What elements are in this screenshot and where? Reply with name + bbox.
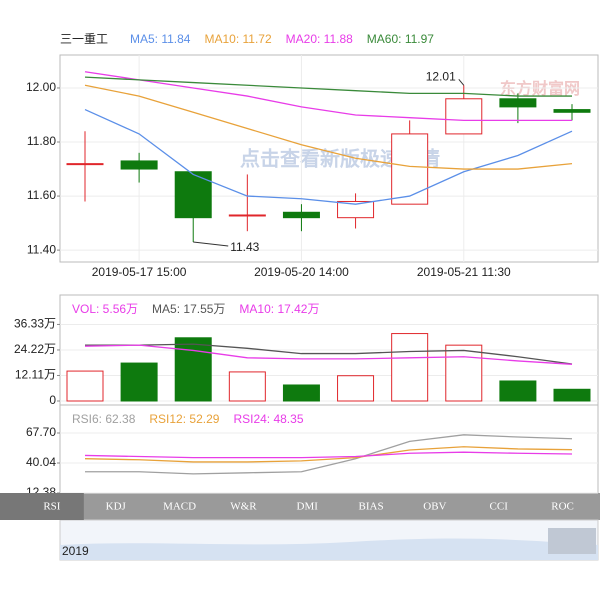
x-tick-label: 2019-05-17 15:00	[92, 265, 187, 279]
volume-bar	[228, 371, 266, 402]
high-label: 12.01	[426, 69, 456, 83]
rsi-line	[84, 446, 573, 463]
ma-line	[84, 76, 572, 97]
volume-bar	[174, 337, 212, 402]
candle-body	[120, 160, 158, 170]
tab[interactable]: W&R	[230, 501, 257, 513]
rsi-line	[84, 451, 573, 459]
candle-body	[282, 211, 320, 219]
volume-bar	[553, 388, 591, 402]
stock-name: 三一重工	[60, 32, 108, 46]
legend-entry: RSI12: 52.29	[149, 412, 219, 426]
ma-line	[85, 343, 573, 365]
low-label: 11.43	[230, 240, 259, 254]
candle-body	[553, 109, 591, 113]
tab[interactable]: KDJ	[106, 501, 127, 513]
tab[interactable]: OBV	[423, 501, 446, 513]
volume-bar	[445, 344, 483, 402]
ma-line	[84, 71, 572, 122]
y-tick-label: 67.70	[26, 425, 56, 439]
navigator-label: 2019	[62, 544, 89, 558]
navigator-area	[60, 538, 598, 560]
legend-entry: MA10: 11.72	[204, 32, 271, 46]
candle-body	[445, 98, 483, 135]
tab[interactable]: DMI	[297, 501, 319, 513]
legend-entry: MA60: 11.97	[367, 32, 434, 46]
y-tick-label: 11.80	[27, 134, 56, 148]
tab-bar	[0, 493, 600, 520]
candle-body	[337, 200, 375, 219]
y-tick-label: 12.00	[26, 80, 56, 94]
rsi-line	[85, 434, 573, 475]
x-tick-label: 2019-05-21 11:30	[417, 265, 511, 279]
legend-entry: RSI24: 48.35	[233, 412, 303, 426]
ma-line	[84, 108, 573, 205]
candle-body	[499, 98, 537, 108]
y-tick-label: 0	[49, 393, 56, 407]
y-tick-label: 11.60	[27, 188, 56, 202]
y-tick-label: 11.40	[27, 242, 56, 256]
tab[interactable]: ROC	[551, 501, 574, 513]
volume-bar	[66, 370, 104, 402]
candle-body	[228, 214, 266, 217]
volume-bar	[337, 375, 375, 402]
tab[interactable]: CCI	[490, 501, 509, 513]
ma-line	[84, 84, 573, 170]
candle-body	[66, 163, 104, 166]
ma-line	[84, 344, 573, 365]
legend-entry: MA5: 11.84	[130, 32, 191, 46]
x-tick-label: 2019-05-20 14:00	[254, 265, 349, 279]
tab[interactable]: MACD	[163, 501, 196, 513]
tab[interactable]: RSI	[43, 501, 60, 513]
volume-bar	[499, 380, 537, 402]
tab-active	[0, 493, 84, 520]
legend-entry: MA10: 17.42万	[239, 302, 319, 316]
y-tick-label: 24.22万	[14, 342, 56, 356]
tab[interactable]: BIAS	[359, 501, 384, 513]
low-pointer	[193, 241, 229, 247]
y-tick-label: 40.04	[26, 455, 56, 469]
legend-entry: RSI6: 62.38	[72, 412, 136, 426]
y-tick-label: 12.11万	[15, 368, 56, 382]
navigator-handle[interactable]	[548, 528, 596, 554]
candle-body	[391, 133, 429, 205]
candle-body	[174, 171, 212, 219]
high-pointer	[458, 78, 465, 86]
legend-entry: VOL: 5.56万	[72, 302, 138, 316]
y-tick-label: 36.33万	[14, 317, 56, 331]
price-panel	[59, 54, 599, 263]
legend-entry: MA20: 11.88	[286, 32, 353, 46]
legend-entry: MA5: 17.55万	[152, 302, 225, 316]
volume-bar	[282, 384, 320, 402]
volume-bar	[391, 333, 429, 402]
brand: 东方财富网	[500, 79, 580, 98]
volume-bar	[120, 362, 158, 402]
